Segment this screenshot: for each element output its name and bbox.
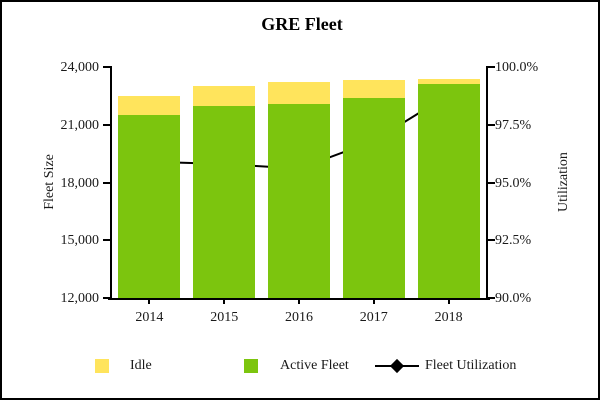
utilization-line-swatch-icon — [375, 358, 419, 374]
x-axis-tick-label: 2018 — [434, 310, 463, 325]
y2-axis-tick — [487, 181, 495, 184]
x-axis-tick — [372, 298, 375, 304]
bar-idle-2017 — [342, 80, 405, 98]
y-axis-tick — [103, 181, 111, 184]
y-axis-tick — [103, 297, 111, 299]
legend-label-fleet-utilization: Fleet Utilization — [425, 358, 517, 373]
bar-idle-2016 — [268, 82, 330, 104]
legend-item-fleet-utilization: Fleet Utilization — [375, 352, 516, 380]
y2-axis-tick — [487, 123, 495, 126]
bar-active-fleet-2018 — [417, 84, 480, 298]
y-axis-tick-label: 15,000 — [60, 233, 100, 249]
chart-title: GRE Fleet — [261, 14, 343, 34]
bar-idle-2018 — [417, 78, 480, 85]
legend-label-active-fleet: Active Fleet — [280, 358, 349, 373]
bar-active-fleet-2017 — [342, 97, 405, 298]
active-fleet-swatch-icon — [244, 359, 258, 373]
y-axis-tick-label: 12,000 — [60, 291, 100, 306]
bar-active-fleet-2014 — [118, 115, 181, 298]
y-axis-tick-label: 24,000 — [60, 60, 100, 75]
x-axis-tick-label: 2014 — [135, 310, 164, 325]
bar-active-fleet-2016 — [268, 103, 330, 298]
x-axis-tick-label: 2015 — [210, 310, 239, 325]
y2-axis-tick-label: 92.5% — [495, 233, 532, 249]
y2-axis-tick — [487, 66, 495, 68]
x-axis-tick — [223, 298, 226, 304]
bar-active-fleet-2015 — [193, 105, 256, 298]
x-axis-tick-label: 2016 — [285, 310, 313, 325]
x-axis-tick — [447, 298, 450, 304]
legend-item-active-fleet: Active Fleet — [244, 352, 349, 380]
legend-item-idle: Idle — [95, 352, 152, 380]
left-axis-line — [110, 66, 112, 300]
y2-axis-tick — [487, 239, 495, 242]
x-axis-tick — [298, 298, 300, 304]
y-axis-tick-label: 18,000 — [60, 175, 100, 191]
y2-axis-tick-label: 95.0% — [495, 175, 532, 191]
y2-axis-tick-label: 90.0% — [495, 291, 532, 306]
y-axis-tick-label: 21,000 — [60, 117, 100, 133]
y-axis-tick — [103, 66, 111, 68]
legend-label-idle: Idle — [130, 358, 152, 373]
right-axis-title: Utilization — [556, 152, 571, 212]
idle-swatch-icon — [95, 359, 109, 373]
y2-axis-tick — [487, 297, 495, 299]
bar-idle-2015 — [193, 86, 256, 106]
bar-idle-2014 — [118, 95, 181, 116]
y-axis-tick — [103, 239, 111, 242]
x-axis-tick-label: 2017 — [359, 310, 388, 325]
y2-axis-tick-label: 97.5% — [495, 117, 532, 133]
x-axis-tick — [148, 298, 151, 304]
y2-axis-tick-label: 100.0% — [495, 60, 539, 75]
y-axis-tick — [103, 123, 111, 126]
